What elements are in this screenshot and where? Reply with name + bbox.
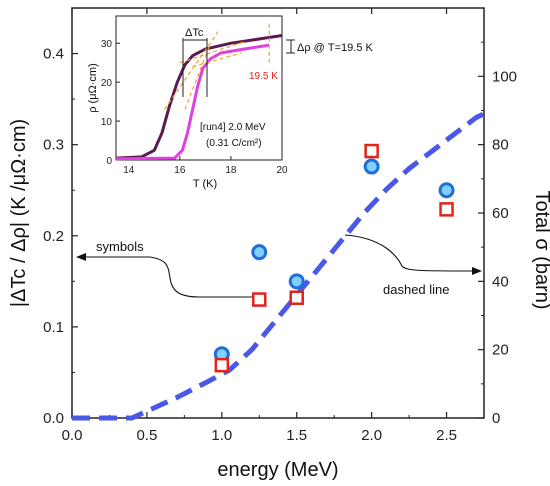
y-right-tick-label: 0 <box>492 410 500 427</box>
y-left-tick-label: 0.4 <box>43 46 64 63</box>
inset-chart: 14 16 18 20 0 10 20 30 T (K) ρ (μΩ·cm) ΔTc Δρ @… <box>87 15 373 190</box>
y-right-tick-label: 20 <box>492 342 509 359</box>
y-left-tick-label: 0.3 <box>43 137 64 154</box>
main-ticks: 0.0 0.5 1.0 1.5 2.0 2.5 0.0 0.1 0.2 0.3 0.4 0 20 40 60… <box>43 7 517 444</box>
inset-y-tick-label: 10 <box>101 117 113 128</box>
x-tick-label: 0.0 <box>62 427 83 444</box>
run-label-line2: (0.31 C/cm²) <box>206 138 262 149</box>
marker-label-19-5k: 19.5 K <box>249 71 278 82</box>
dashed-line-arrow-curve <box>344 234 479 272</box>
x-axis-label: energy (MeV) <box>217 459 338 481</box>
symbols-arrow-curve <box>80 256 252 298</box>
y-left-tick-label: 0.2 <box>43 228 64 245</box>
x-tick-label: 2.0 <box>361 427 382 444</box>
y-left-tick-label: 0.0 <box>43 410 64 427</box>
circle-data-point <box>251 244 268 261</box>
run-label-line1: [run4] 2.0 MeV <box>200 122 266 133</box>
y-right-tick-label: 60 <box>492 205 509 222</box>
inset-resistivity-curve <box>115 34 283 160</box>
y-right-tick-label: 40 <box>492 273 509 290</box>
y-axis-right-label: Total σ (barn) <box>531 190 550 309</box>
main-marks <box>72 111 486 421</box>
dashed-line-arrowhead <box>472 267 482 275</box>
inset-marks <box>115 23 283 161</box>
inset-x-axis-label: T (K) <box>193 178 217 190</box>
square-data-point <box>252 292 267 307</box>
inset-x-tick-label: 20 <box>276 165 288 176</box>
inset-y-tick-label: 30 <box>101 39 113 50</box>
square-data-point <box>289 290 304 305</box>
inset-fit-line <box>192 52 242 68</box>
square-data-point <box>439 202 454 217</box>
inset-y-axis-label: ρ (μΩ·cm) <box>87 63 99 113</box>
x-tick-label: 1.0 <box>211 427 232 444</box>
square-data-point <box>214 357 230 373</box>
inset-x-tick-label: 16 <box>174 165 186 176</box>
dashed-line-label: dashed line <box>383 282 450 297</box>
delta-tc-label: ΔTc <box>185 27 204 39</box>
inset-y-tick-label: 20 <box>101 78 113 89</box>
square-data-point <box>364 143 379 159</box>
y-left-tick-label: 0.1 <box>43 319 64 336</box>
x-tick-label: 0.5 <box>136 427 157 444</box>
symbols-annotation: symbols <box>76 239 252 298</box>
inset-frame <box>115 15 283 161</box>
inset-x-tick-label: 18 <box>225 165 237 176</box>
inset-resistivity-curve <box>115 43 270 161</box>
x-tick-label: 2.5 <box>436 427 457 444</box>
y-right-tick-label: 100 <box>492 68 517 85</box>
circle-data-point <box>288 273 305 290</box>
circle-data-point <box>438 182 455 199</box>
inset-y-tick-label: 0 <box>106 156 112 167</box>
symbols-arrowhead <box>76 253 86 261</box>
x-tick-label: 1.5 <box>286 427 307 444</box>
inset-fit-line <box>184 43 212 110</box>
circle-data-point <box>363 158 380 175</box>
y-axis-left-label: |ΔTc / Δρ| (K /μΩ·cm) <box>8 119 30 307</box>
y-right-tick-label: 80 <box>492 137 509 154</box>
inset-x-tick-label: 14 <box>123 165 135 176</box>
delta-rho-label: Δρ @ T=19.5 K <box>297 42 373 54</box>
symbols-label: symbols <box>96 239 144 254</box>
inset-fit-line <box>164 31 219 110</box>
dashed-line-annotation: dashed line <box>344 234 482 297</box>
cross-section-dashed-line <box>72 111 486 421</box>
